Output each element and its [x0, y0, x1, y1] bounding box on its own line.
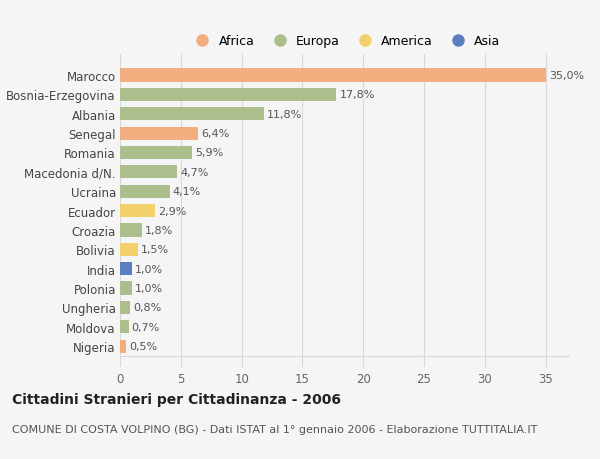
- Bar: [120, 69, 545, 83]
- Text: 1,8%: 1,8%: [145, 225, 173, 235]
- Text: 1,0%: 1,0%: [135, 264, 163, 274]
- Legend: Africa, Europa, America, Asia: Africa, Europa, America, Asia: [185, 30, 505, 53]
- Bar: [120, 127, 198, 140]
- Bar: [120, 282, 132, 295]
- Bar: [120, 263, 132, 276]
- Text: 17,8%: 17,8%: [340, 90, 375, 100]
- Text: 0,8%: 0,8%: [133, 303, 161, 313]
- Text: Cittadini Stranieri per Cittadinanza - 2006: Cittadini Stranieri per Cittadinanza - 2…: [12, 392, 341, 406]
- Text: 5,9%: 5,9%: [195, 148, 223, 158]
- Text: 1,0%: 1,0%: [135, 284, 163, 293]
- Text: 1,5%: 1,5%: [141, 245, 169, 255]
- Bar: [120, 243, 138, 257]
- Bar: [120, 185, 170, 198]
- Bar: [120, 146, 192, 160]
- Bar: [120, 340, 126, 353]
- Bar: [120, 301, 130, 314]
- Text: 6,4%: 6,4%: [201, 129, 229, 139]
- Text: 11,8%: 11,8%: [266, 110, 302, 119]
- Bar: [120, 89, 337, 102]
- Bar: [120, 320, 128, 334]
- Bar: [120, 166, 177, 179]
- Text: 0,5%: 0,5%: [129, 341, 157, 352]
- Text: 4,1%: 4,1%: [173, 187, 201, 197]
- Text: 35,0%: 35,0%: [549, 71, 584, 81]
- Bar: [120, 224, 142, 237]
- Text: COMUNE DI COSTA VOLPINO (BG) - Dati ISTAT al 1° gennaio 2006 - Elaborazione TUTT: COMUNE DI COSTA VOLPINO (BG) - Dati ISTA…: [12, 424, 538, 434]
- Text: 2,9%: 2,9%: [158, 206, 187, 216]
- Text: 0,7%: 0,7%: [131, 322, 160, 332]
- Bar: [120, 108, 263, 121]
- Bar: [120, 205, 155, 218]
- Text: 4,7%: 4,7%: [180, 168, 209, 178]
